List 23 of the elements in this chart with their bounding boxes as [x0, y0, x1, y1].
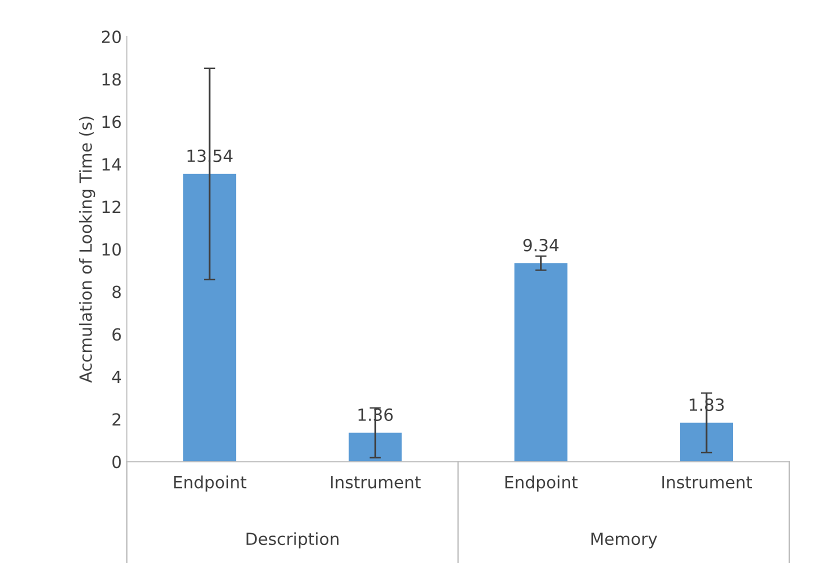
bar — [514, 263, 568, 462]
y-tick-label: 0 — [112, 456, 121, 468]
y-tick-label: 8 — [112, 286, 121, 298]
y-tick-label: 10 — [102, 243, 121, 256]
y-tick-label: 20 — [102, 30, 121, 44]
bar — [680, 422, 734, 462]
y-tick-label: 2 — [112, 413, 120, 426]
y-tick-label: 18 — [102, 73, 121, 86]
x-tick-label: Endpoint — [174, 476, 246, 492]
y-axis-title: Accmulation of Looking Time (s) — [79, 116, 96, 383]
y-tick-label: 4 — [112, 370, 121, 383]
text: Memory — [591, 532, 658, 548]
x-tick-label: Endpoint — [505, 476, 578, 492]
text: Description — [246, 532, 338, 548]
bar — [183, 174, 236, 462]
data-label: 9.34 — [523, 238, 559, 252]
y-tick-label: 16 — [102, 116, 121, 128]
x-tick-label: Instrument — [331, 476, 421, 488]
x-tick-label: Instrument — [662, 476, 752, 488]
y-tick-label: 12 — [102, 200, 120, 213]
bar — [348, 432, 402, 462]
y-tick-label: 6 — [112, 328, 121, 341]
y-tick-label: 14 — [102, 158, 121, 170]
